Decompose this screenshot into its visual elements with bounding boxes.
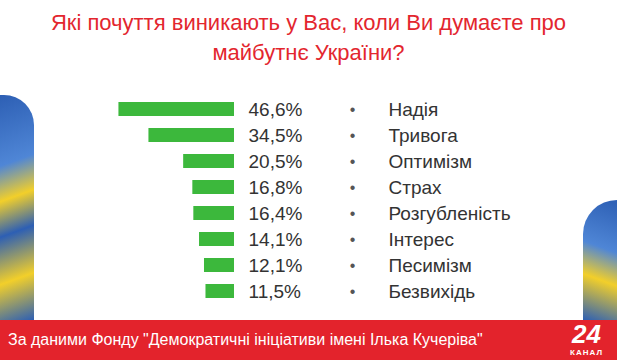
svg-text:•: •: [350, 257, 356, 274]
svg-text:Розгубленість: Розгубленість: [389, 203, 511, 224]
html-text:КАНАЛ: КАНАЛ: [570, 348, 603, 357]
svg-text:•: •: [350, 179, 356, 196]
svg-text:16,8%: 16,8%: [249, 177, 303, 198]
svg-text:•: •: [350, 101, 356, 118]
svg-text:20,5%: 20,5%: [249, 151, 303, 172]
svg-text:Безвихідь: Безвихідь: [389, 281, 476, 302]
svg-text:34,5%: 34,5%: [249, 125, 303, 146]
svg-text:Інтерес: Інтерес: [389, 229, 454, 250]
svg-text:•: •: [350, 153, 356, 170]
svg-text:Тривога: Тривога: [389, 125, 459, 146]
svg-text:•: •: [350, 283, 356, 300]
svg-text:•: •: [350, 127, 356, 144]
html-text:24: 24: [572, 319, 601, 349]
svg-text:11,5%: 11,5%: [249, 281, 302, 302]
svg-text:Оптимізм: Оптимізм: [389, 151, 472, 172]
svg-text:12,1%: 12,1%: [249, 255, 303, 276]
svg-text:Песимізм: Песимізм: [389, 255, 472, 276]
html-text:Які почуття виникають у Вас, к: Які почуття виникають у Вас, коли Ви дум…: [50, 10, 567, 65]
html-text:За даними Фонду "Демократичні: За даними Фонду "Демократичні ініціативи…: [8, 331, 483, 348]
svg-text:•: •: [350, 231, 356, 248]
svg-text:16,4%: 16,4%: [249, 203, 303, 224]
svg-text:Страх: Страх: [389, 177, 443, 198]
svg-text:14,1%: 14,1%: [249, 229, 303, 250]
svg-text:46,6%: 46,6%: [249, 99, 303, 120]
svg-text:Надія: Надія: [389, 99, 439, 120]
svg-text:•: •: [350, 205, 356, 222]
